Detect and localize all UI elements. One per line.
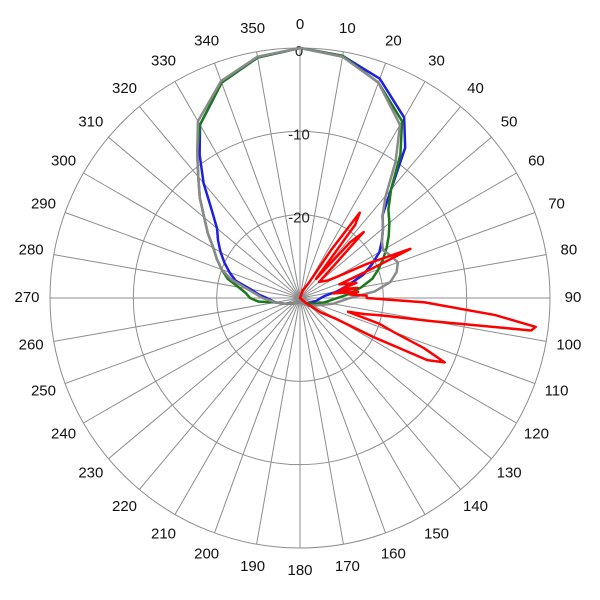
angle-tick-label: 80 bbox=[561, 242, 578, 259]
series-layer bbox=[195, 46, 537, 364]
angle-tick-label: 10 bbox=[339, 20, 356, 37]
angle-tick-label: 290 bbox=[31, 196, 56, 213]
angle-spoke bbox=[256, 51, 301, 299]
angle-tick-label: 340 bbox=[194, 32, 219, 49]
radial-tick-label: -10 bbox=[288, 126, 310, 143]
angle-tick-label: 110 bbox=[545, 382, 569, 399]
angle-spoke bbox=[138, 297, 301, 490]
angle-spoke bbox=[299, 297, 344, 545]
angle-labels: 0 10 20 30 40 50 60 70 80 90 100 110 120 130 140 150 160… bbox=[14, 16, 581, 579]
angle-spoke bbox=[108, 297, 301, 460]
angle-tick-label: 200 bbox=[194, 546, 219, 563]
radial-tick-label: -20 bbox=[288, 210, 310, 227]
angle-tick-label: 250 bbox=[31, 382, 56, 399]
angle-spoke bbox=[299, 136, 492, 299]
angle-tick-label: 190 bbox=[240, 558, 265, 575]
series-line bbox=[195, 46, 402, 308]
angle-tick-label: 210 bbox=[151, 525, 176, 542]
angle-tick-label: 240 bbox=[51, 425, 76, 442]
angle-spoke bbox=[64, 297, 301, 384]
angle-tick-label: 350 bbox=[240, 20, 265, 37]
radial-tick-label: 0 bbox=[295, 43, 303, 60]
angle-tick-label: 130 bbox=[497, 464, 522, 481]
angle-tick-label: 280 bbox=[19, 242, 44, 259]
angle-spoke bbox=[299, 62, 386, 299]
angle-spoke bbox=[299, 297, 492, 460]
angle-spoke bbox=[299, 51, 344, 299]
angle-tick-label: 320 bbox=[112, 80, 137, 97]
angle-tick-label: 40 bbox=[467, 80, 484, 97]
angle-spoke bbox=[299, 297, 462, 490]
angle-tick-label: 220 bbox=[112, 498, 137, 515]
angle-tick-label: 20 bbox=[385, 32, 402, 49]
angle-spoke bbox=[83, 172, 301, 299]
angle-tick-label: 170 bbox=[335, 558, 360, 575]
angle-spoke bbox=[214, 62, 301, 299]
angle-tick-label: 270 bbox=[14, 289, 39, 306]
angle-spoke bbox=[299, 297, 426, 515]
angle-spoke bbox=[256, 297, 301, 545]
angle-tick-label: 60 bbox=[528, 152, 545, 169]
angle-tick-label: 0 bbox=[296, 16, 304, 33]
angle-tick-label: 100 bbox=[556, 336, 581, 353]
angle-tick-label: 180 bbox=[287, 562, 312, 579]
angle-tick-label: 140 bbox=[463, 498, 488, 515]
angle-tick-label: 120 bbox=[524, 425, 549, 442]
angle-spoke bbox=[299, 297, 536, 384]
angle-tick-label: 50 bbox=[501, 113, 518, 130]
angle-tick-label: 260 bbox=[19, 336, 44, 353]
angle-spoke bbox=[174, 81, 301, 299]
angle-tick-label: 330 bbox=[151, 53, 176, 70]
angle-spoke bbox=[299, 297, 386, 534]
angle-tick-label: 300 bbox=[51, 152, 76, 169]
angle-spoke bbox=[53, 297, 301, 342]
angle-tick-label: 70 bbox=[548, 196, 565, 213]
series-line bbox=[298, 211, 537, 364]
angle-tick-label: 30 bbox=[428, 53, 445, 70]
angle-spoke bbox=[83, 297, 301, 424]
angle-tick-label: 150 bbox=[424, 525, 449, 542]
angle-tick-label: 230 bbox=[78, 464, 103, 481]
series-line bbox=[198, 46, 407, 305]
angle-tick-label: 90 bbox=[565, 289, 582, 306]
angle-spoke bbox=[138, 106, 301, 299]
angle-spoke bbox=[64, 212, 301, 299]
angle-spoke bbox=[174, 297, 301, 515]
angle-tick-label: 160 bbox=[381, 546, 406, 563]
angle-tick-label: 310 bbox=[78, 113, 103, 130]
angle-spoke bbox=[214, 297, 301, 534]
radial-labels: 0 -10 -20 bbox=[288, 43, 310, 227]
angle-spoke bbox=[53, 254, 301, 299]
